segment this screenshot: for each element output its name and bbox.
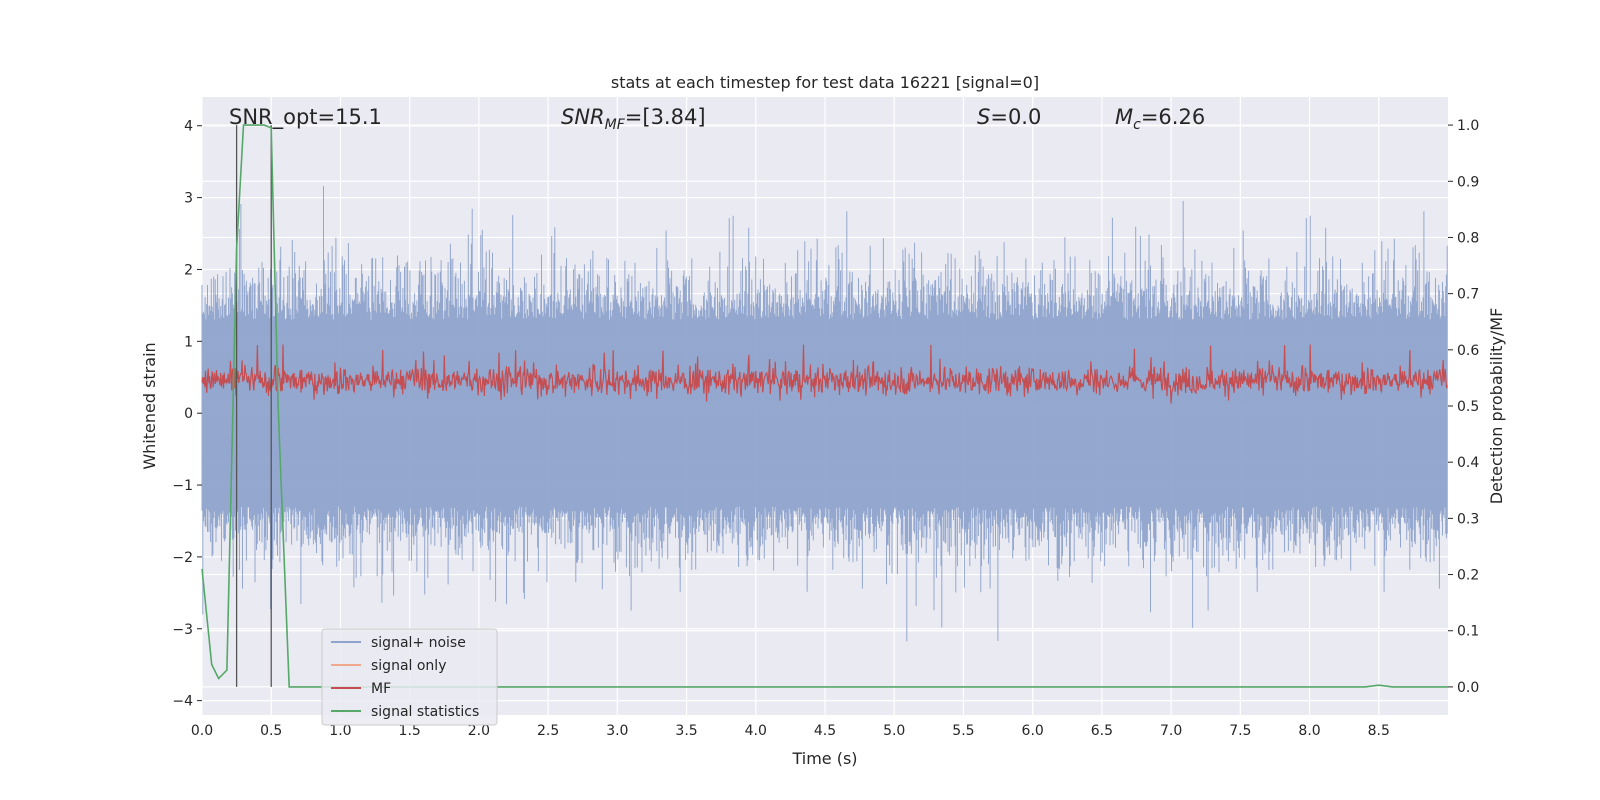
x-tick-label: 1.0 bbox=[329, 723, 351, 739]
y-tick-label-left: −2 bbox=[172, 550, 193, 566]
x-tick-label: 0.5 bbox=[260, 723, 282, 739]
y-tick-label-right: 0.3 bbox=[1457, 511, 1479, 527]
y-tick-label-right: 0.2 bbox=[1457, 568, 1479, 584]
x-tick-label: 2.5 bbox=[537, 723, 559, 739]
snr-opt-annotation: SNR_opt=15.1 bbox=[229, 105, 382, 130]
y-ticks-left: 4 3 2 1 0 −1 −2 −3 −4 bbox=[172, 119, 202, 710]
x-tick-label: 7.0 bbox=[1160, 723, 1182, 739]
x-tick-label: 1.5 bbox=[399, 723, 421, 739]
y-tick-label-right: 0.8 bbox=[1457, 230, 1479, 246]
legend-label: signal only bbox=[371, 658, 446, 674]
x-tick-label: 4.0 bbox=[745, 723, 767, 739]
y-tick-label-left: 4 bbox=[184, 119, 193, 135]
y-tick-label-left: 1 bbox=[184, 334, 193, 350]
y-tick-label-left: 2 bbox=[184, 262, 193, 278]
chart-title: stats at each timestep for test data 162… bbox=[611, 73, 1039, 92]
x-tick-label: 8.5 bbox=[1368, 723, 1390, 739]
x-tick-label: 6.5 bbox=[1091, 723, 1113, 739]
y-tick-label-right: 0.7 bbox=[1457, 287, 1479, 303]
y-tick-label-right: 0.6 bbox=[1457, 343, 1479, 359]
snr-mf-annotation: SNRMF=[3.84] bbox=[561, 105, 706, 133]
signal-statistics-line bbox=[201, 124, 1448, 688]
legend-label: signal statistics bbox=[371, 704, 479, 720]
y-tick-label-right: 0.4 bbox=[1457, 455, 1479, 471]
x-tick-label: 5.0 bbox=[883, 723, 905, 739]
x-tick-label: 7.5 bbox=[1229, 723, 1251, 739]
annotations: SNR_opt=15.1 SNRMF=[3.84] S=0.0 Mc=6.26 bbox=[229, 105, 1205, 133]
x-tick-label: 4.5 bbox=[814, 723, 836, 739]
y-tick-label-left: −4 bbox=[172, 694, 193, 710]
s-annotation: S=0.0 bbox=[977, 105, 1041, 129]
y-tick-label-left: −3 bbox=[172, 622, 193, 638]
y-axis-label-right: Detection probability/MF bbox=[1487, 308, 1506, 505]
y-tick-label-right: 0.5 bbox=[1457, 399, 1479, 415]
x-ticks: 0.0 0.5 1.0 1.5 2.0 2.5 3.0 3.5 4.0 4.5 5.0 5.5 6.0 6… bbox=[191, 723, 1390, 739]
legend: signal+ noise signal only MF signal statist… bbox=[321, 628, 498, 726]
x-tick-label: 3.0 bbox=[606, 723, 628, 739]
legend-label: signal+ noise bbox=[371, 635, 466, 651]
mf-line bbox=[201, 344, 1448, 404]
x-tick-label: 0.0 bbox=[191, 723, 213, 739]
x-tick-label: 8.0 bbox=[1298, 723, 1320, 739]
y-tick-label-left: −1 bbox=[172, 478, 193, 494]
legend-box bbox=[321, 628, 498, 726]
y-tick-label-left: 3 bbox=[184, 191, 193, 207]
mf-series bbox=[201, 344, 1448, 404]
mc-annotation: Mc=6.26 bbox=[1115, 105, 1205, 133]
signal-statistics-series bbox=[201, 124, 1448, 688]
x-axis-label: Time (s) bbox=[791, 749, 857, 768]
x-tick-label: 2.0 bbox=[468, 723, 490, 739]
y-ticks-right: 1.0 0.9 0.8 0.7 0.6 0.5 0.4 0.3 0.2 0.1 0.0 bbox=[1448, 118, 1479, 696]
x-tick-label: 3.5 bbox=[675, 723, 697, 739]
y-tick-label-right: 1.0 bbox=[1457, 118, 1479, 134]
legend-label: MF bbox=[371, 681, 391, 697]
x-tick-label: 6.0 bbox=[1022, 723, 1044, 739]
vertical-markers bbox=[235, 125, 272, 687]
y-tick-label-right: 0.1 bbox=[1457, 624, 1479, 640]
x-tick-label: 5.5 bbox=[952, 723, 974, 739]
y-axis-label-left: Whitened strain bbox=[140, 342, 159, 469]
y-tick-label-left: 0 bbox=[184, 406, 193, 422]
y-tick-label-right: 0.0 bbox=[1457, 680, 1479, 696]
y-tick-label-right: 0.9 bbox=[1457, 174, 1479, 190]
